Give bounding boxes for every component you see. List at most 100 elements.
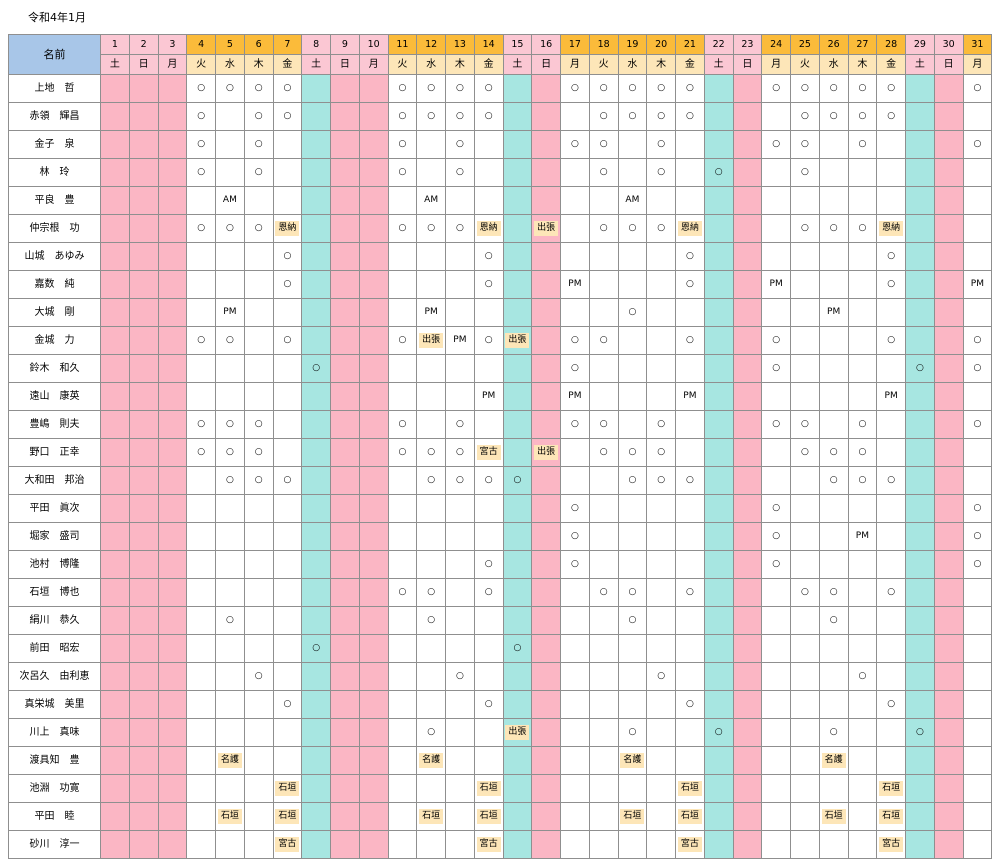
- schedule-cell: [473, 158, 504, 187]
- attendance-mark: ○: [599, 447, 608, 457]
- schedule-cell: 宮古: [473, 438, 504, 467]
- day-number-28: 28: [876, 34, 906, 55]
- schedule-cell: [243, 298, 274, 327]
- schedule-cell: [531, 298, 561, 327]
- attendance-mark: ○: [973, 531, 982, 541]
- location-tag: 出張: [419, 333, 444, 348]
- attendance-mark: ○: [829, 587, 838, 597]
- weekday-label-1: 土: [100, 54, 130, 75]
- schedule-cell: [818, 830, 849, 859]
- schedule-cell: [818, 550, 849, 579]
- schedule-cell: ○: [416, 74, 446, 103]
- schedule-cell: [905, 550, 935, 579]
- schedule-cell: [962, 438, 993, 467]
- attendance-mark: ○: [628, 587, 637, 597]
- table-row: 大城 剛 PM PM ○ PM: [8, 298, 993, 327]
- schedule-cell: [186, 802, 216, 831]
- attendance-mark: ○: [800, 83, 809, 93]
- schedule-cell: ○: [962, 494, 993, 523]
- half-day-mark: PM: [453, 335, 467, 345]
- schedule-cell: [818, 634, 849, 663]
- schedule-cell: [416, 522, 446, 551]
- schedule-cell: [243, 242, 274, 271]
- attendance-mark: ○: [599, 139, 608, 149]
- schedule-cell: ○: [215, 438, 245, 467]
- schedule-cell: ○: [761, 326, 791, 355]
- attendance-mark: ○: [887, 251, 896, 261]
- schedule-cell: [818, 130, 849, 159]
- schedule-cell: [215, 578, 245, 607]
- attendance-mark: ○: [800, 419, 809, 429]
- schedule-cell: [100, 522, 130, 551]
- schedule-cell: [243, 718, 274, 747]
- schedule-cell: [358, 746, 389, 775]
- schedule-cell: [157, 690, 188, 719]
- schedule-cell: ○: [387, 74, 418, 103]
- schedule-cell: [761, 382, 791, 411]
- schedule-cell: [588, 830, 619, 859]
- schedule-cell: [703, 830, 734, 859]
- schedule-cell: [128, 578, 159, 607]
- schedule-cell: [617, 774, 648, 803]
- schedule-cell: 宮古: [473, 830, 504, 859]
- schedule-cell: ○: [818, 438, 849, 467]
- schedule-cell: [502, 186, 533, 215]
- header-weekday-row: 土日月火水木金土日月火水木金土日月火水木金土日月火水木金土日月: [9, 54, 993, 75]
- schedule-cell: [186, 830, 216, 859]
- schedule-cell: ○: [473, 270, 504, 299]
- location-tag: 宮古: [879, 837, 904, 852]
- staff-name: 林 玲: [8, 158, 101, 187]
- schedule-cell: [416, 774, 446, 803]
- schedule-cell: [157, 130, 188, 159]
- schedule-cell: 出張: [531, 214, 561, 243]
- schedule-cell: [933, 410, 964, 439]
- schedule-cell: ○: [675, 270, 705, 299]
- schedule-cell: [358, 438, 389, 467]
- attendance-mark: ○: [599, 167, 608, 177]
- attendance-mark: ○: [283, 279, 292, 289]
- table-row: 赤領 輝昌 ○ ○ ○ ○ ○ ○ ○ ○ ○ ○ ○ ○ ○ ○ ○: [8, 102, 993, 131]
- schedule-cell: [703, 326, 734, 355]
- schedule-cell: [646, 578, 676, 607]
- schedule-cell: [272, 410, 303, 439]
- schedule-cell: [847, 550, 878, 579]
- half-day-mark: PM: [884, 391, 898, 401]
- schedule-cell: [617, 662, 648, 691]
- attendance-mark: ○: [484, 559, 493, 569]
- location-tag: 石垣: [879, 781, 904, 796]
- schedule-cell: [703, 466, 734, 495]
- attendance-mark: ○: [455, 139, 464, 149]
- attendance-mark: ○: [628, 727, 637, 737]
- schedule-cell: [732, 326, 763, 355]
- schedule-cell: [301, 578, 331, 607]
- attendance-mark: ○: [484, 587, 493, 597]
- schedule-cell: [358, 130, 389, 159]
- schedule-cell: [416, 242, 446, 271]
- schedule-cell: [128, 102, 159, 131]
- table-row: 次呂久 由利恵 ○ ○ ○ ○: [8, 662, 993, 691]
- table-row: 渡具知 豊 名護 名護 名護 名護: [8, 746, 993, 775]
- schedule-cell: ○: [387, 410, 418, 439]
- schedule-cell: [646, 270, 676, 299]
- schedule-cell: [100, 382, 130, 411]
- schedule-cell: ○: [761, 130, 791, 159]
- schedule-cell: [962, 382, 993, 411]
- schedule-cell: [560, 802, 590, 831]
- attendance-mark: ○: [829, 223, 838, 233]
- schedule-cell: [445, 270, 475, 299]
- schedule-cell: ○: [416, 718, 446, 747]
- attendance-mark: ○: [714, 167, 723, 177]
- attendance-mark: ○: [254, 475, 263, 485]
- schedule-cell: ○: [473, 326, 504, 355]
- schedule-cell: 恩納: [473, 214, 504, 243]
- weekday-label-28: 金: [876, 54, 906, 75]
- schedule-cell: 石垣: [818, 802, 849, 831]
- schedule-cell: [703, 186, 734, 215]
- schedule-cell: [358, 802, 389, 831]
- schedule-cell: [330, 802, 360, 831]
- schedule-cell: [703, 662, 734, 691]
- attendance-mark: ○: [887, 111, 896, 121]
- attendance-mark: ○: [455, 475, 464, 485]
- schedule-cell: ○: [445, 214, 475, 243]
- schedule-cell: [100, 270, 130, 299]
